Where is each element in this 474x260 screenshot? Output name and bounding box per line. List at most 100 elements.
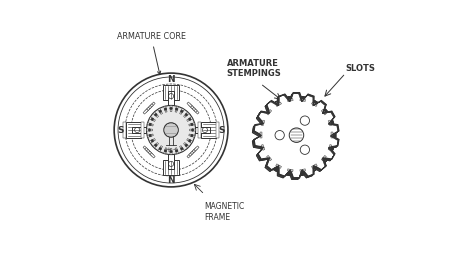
- Text: S: S: [219, 126, 225, 134]
- Polygon shape: [266, 155, 272, 161]
- Circle shape: [175, 108, 178, 110]
- Circle shape: [159, 147, 162, 150]
- Polygon shape: [153, 112, 158, 118]
- Circle shape: [114, 73, 228, 187]
- Text: SLOTS: SLOTS: [346, 64, 375, 73]
- Polygon shape: [180, 146, 184, 152]
- Polygon shape: [191, 150, 196, 154]
- Polygon shape: [189, 123, 195, 126]
- Circle shape: [151, 140, 154, 142]
- Polygon shape: [187, 139, 193, 143]
- Circle shape: [148, 129, 151, 131]
- Polygon shape: [148, 151, 154, 156]
- Polygon shape: [183, 142, 189, 148]
- Polygon shape: [149, 117, 155, 121]
- Polygon shape: [146, 106, 152, 110]
- Polygon shape: [147, 123, 153, 126]
- Polygon shape: [123, 122, 126, 138]
- Polygon shape: [153, 142, 158, 148]
- Polygon shape: [216, 122, 219, 138]
- Polygon shape: [143, 146, 148, 151]
- Polygon shape: [188, 127, 210, 133]
- Polygon shape: [132, 127, 154, 133]
- Circle shape: [275, 131, 284, 140]
- Polygon shape: [146, 129, 153, 131]
- Text: S: S: [117, 126, 124, 134]
- Polygon shape: [175, 148, 178, 154]
- Circle shape: [164, 108, 167, 110]
- Circle shape: [146, 106, 196, 154]
- Circle shape: [170, 150, 173, 153]
- Circle shape: [191, 123, 193, 126]
- Circle shape: [300, 145, 310, 154]
- Circle shape: [151, 118, 154, 120]
- Polygon shape: [198, 122, 201, 138]
- Polygon shape: [141, 122, 144, 138]
- Text: N: N: [167, 75, 175, 84]
- Circle shape: [149, 123, 152, 126]
- Text: N: N: [167, 176, 175, 185]
- Circle shape: [181, 147, 183, 150]
- Polygon shape: [180, 108, 184, 114]
- Polygon shape: [164, 148, 167, 154]
- Polygon shape: [148, 104, 154, 109]
- Polygon shape: [145, 148, 150, 153]
- Text: MAGNETIC
FRAME: MAGNETIC FRAME: [205, 203, 245, 222]
- Circle shape: [191, 129, 194, 131]
- Polygon shape: [328, 120, 332, 126]
- Circle shape: [300, 116, 310, 125]
- Text: +: +: [165, 147, 171, 153]
- Polygon shape: [189, 151, 194, 156]
- Circle shape: [185, 113, 188, 116]
- Circle shape: [189, 118, 191, 120]
- Polygon shape: [276, 164, 282, 168]
- Polygon shape: [170, 106, 172, 111]
- Circle shape: [289, 128, 304, 142]
- Polygon shape: [260, 132, 262, 138]
- Polygon shape: [168, 147, 174, 169]
- Polygon shape: [127, 122, 141, 138]
- Circle shape: [164, 150, 167, 152]
- Circle shape: [189, 140, 191, 142]
- Polygon shape: [163, 85, 180, 100]
- Polygon shape: [189, 134, 195, 137]
- Circle shape: [170, 107, 173, 110]
- Circle shape: [175, 150, 178, 152]
- Circle shape: [155, 144, 157, 147]
- Polygon shape: [261, 145, 265, 150]
- Polygon shape: [190, 129, 196, 131]
- Text: ARMATURE
STEMPINGS: ARMATURE STEMPINGS: [227, 59, 282, 78]
- Polygon shape: [175, 106, 178, 112]
- Polygon shape: [189, 104, 194, 109]
- Polygon shape: [300, 169, 306, 172]
- Polygon shape: [146, 150, 152, 154]
- Polygon shape: [170, 149, 172, 154]
- Polygon shape: [261, 120, 265, 126]
- Polygon shape: [158, 146, 163, 152]
- Polygon shape: [191, 106, 196, 110]
- Circle shape: [181, 110, 183, 113]
- Polygon shape: [252, 94, 337, 179]
- Circle shape: [164, 123, 178, 137]
- Circle shape: [185, 144, 188, 147]
- Text: ARMATURE CORE: ARMATURE CORE: [117, 32, 186, 75]
- Polygon shape: [143, 109, 148, 114]
- Circle shape: [149, 134, 152, 137]
- Polygon shape: [145, 107, 150, 112]
- Polygon shape: [183, 112, 189, 118]
- Polygon shape: [331, 132, 333, 138]
- Polygon shape: [147, 134, 153, 137]
- Polygon shape: [328, 145, 332, 150]
- Polygon shape: [254, 93, 339, 178]
- Text: -: -: [173, 147, 175, 153]
- Polygon shape: [163, 160, 180, 175]
- Polygon shape: [321, 155, 327, 161]
- Circle shape: [159, 110, 162, 113]
- Polygon shape: [287, 99, 293, 101]
- Polygon shape: [266, 109, 272, 115]
- Polygon shape: [187, 102, 192, 107]
- Polygon shape: [164, 106, 167, 112]
- Polygon shape: [150, 153, 155, 158]
- Polygon shape: [194, 109, 199, 114]
- Polygon shape: [168, 91, 174, 113]
